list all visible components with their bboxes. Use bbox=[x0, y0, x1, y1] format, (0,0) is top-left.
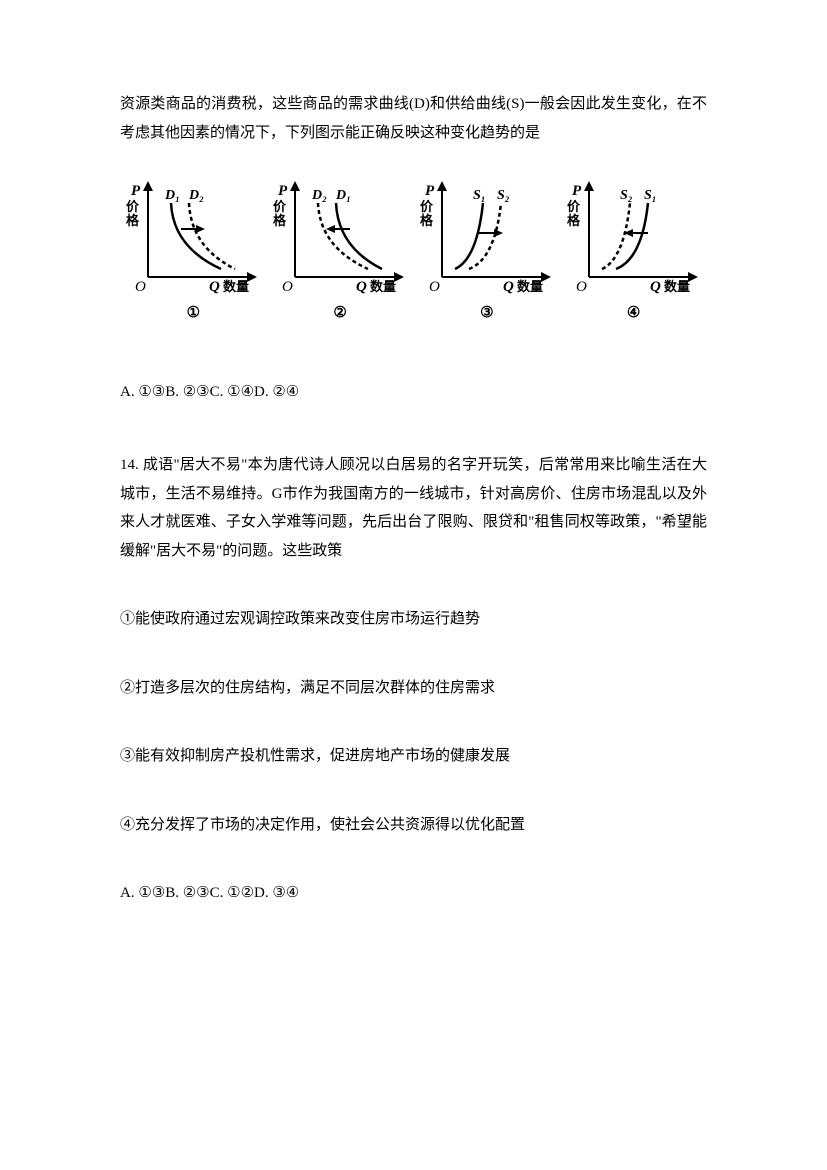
statement-1: ①能使政府通过宏观调控政策来改变住房市场运行趋势 bbox=[120, 605, 707, 634]
chart-number-1: ① bbox=[120, 299, 267, 328]
svg-text:P: P bbox=[572, 183, 582, 199]
curve-label-left: D₁ bbox=[164, 188, 180, 203]
svg-text:格: 格 bbox=[420, 213, 434, 228]
chart-2: P 价 格 O Q 数量 D₂ D₁ ② bbox=[267, 177, 414, 328]
statement-4: ④充分发挥了市场的决定作用，使社会公共资源得以优化配置 bbox=[120, 811, 707, 840]
axis-price-2: 格 bbox=[126, 213, 140, 228]
curve-solid bbox=[171, 203, 221, 269]
svg-text:P: P bbox=[425, 183, 435, 199]
question-14-options: A. ①③B. ②③C. ①②D. ③④ bbox=[120, 879, 707, 908]
axis-price-1: 价 bbox=[126, 199, 140, 214]
svg-text:S₁: S₁ bbox=[473, 188, 486, 203]
axis-p: P bbox=[131, 183, 141, 199]
arrow-right-icon bbox=[494, 229, 503, 237]
axis-qty: 数量 bbox=[223, 279, 249, 294]
svg-text:Q: Q bbox=[650, 279, 661, 295]
question-14: 14. 成语"居大不易"本为唐代诗人顾况以白居易的名字开玩笑，后常常用来比喻生活… bbox=[120, 451, 707, 908]
svg-text:S₁: S₁ bbox=[644, 188, 657, 203]
svg-text:S₂: S₂ bbox=[497, 188, 510, 203]
statement-3: ③能有效抑制房产投机性需求，促进房地产市场的健康发展 bbox=[120, 742, 707, 771]
svg-text:Q: Q bbox=[356, 279, 367, 295]
question-13-options: A. ①③B. ②③C. ①④D. ②④ bbox=[120, 378, 707, 407]
svg-text:Q: Q bbox=[503, 279, 514, 295]
svg-text:S₂: S₂ bbox=[620, 188, 633, 203]
arrow-left-icon bbox=[624, 229, 633, 237]
statement-2: ②打造多层次的住房结构，满足不同层次群体的住房需求 bbox=[120, 674, 707, 703]
svg-text:数量: 数量 bbox=[370, 279, 396, 294]
svg-text:格: 格 bbox=[567, 213, 581, 228]
chart-number-2: ② bbox=[267, 299, 414, 328]
svg-text:O: O bbox=[576, 279, 587, 295]
svg-text:价: 价 bbox=[273, 199, 287, 214]
curve-dashed bbox=[189, 203, 235, 269]
chart-4: P 价 格 O Q 数量 S₂ S₁ ④ bbox=[560, 177, 707, 328]
svg-text:O: O bbox=[429, 279, 440, 295]
svg-text:格: 格 bbox=[273, 213, 287, 228]
svg-text:价: 价 bbox=[420, 199, 434, 214]
axis-origin: O bbox=[135, 279, 146, 295]
charts-row: P 价 格 O Q 数量 D₁ D₂ ① P 价 格 O Q bbox=[120, 177, 707, 328]
svg-text:数量: 数量 bbox=[517, 279, 543, 294]
question-14-text: 14. 成语"居大不易"本为唐代诗人顾况以白居易的名字开玩笑，后常常用来比喻生活… bbox=[120, 451, 707, 565]
svg-text:数量: 数量 bbox=[664, 279, 690, 294]
chart-3: P 价 格 O Q 数量 S₁ S₂ ③ bbox=[414, 177, 561, 328]
chart-number-3: ③ bbox=[414, 299, 561, 328]
arrow-left-icon bbox=[326, 225, 335, 233]
chart-number-4: ④ bbox=[560, 299, 707, 328]
arrow-right-icon bbox=[196, 225, 205, 233]
svg-text:D₂: D₂ bbox=[311, 188, 327, 203]
svg-text:D₁: D₁ bbox=[335, 188, 351, 203]
axis-q: Q bbox=[209, 279, 220, 295]
curve-label-right: D₂ bbox=[188, 188, 204, 203]
svg-text:价: 价 bbox=[567, 199, 581, 214]
svg-text:P: P bbox=[278, 183, 288, 199]
chart-1: P 价 格 O Q 数量 D₁ D₂ ① bbox=[120, 177, 267, 328]
svg-text:O: O bbox=[282, 279, 293, 295]
question-13-continuation: 资源类商品的消费税，这些商品的需求曲线(D)和供给曲线(S)一般会因此发生变化，… bbox=[120, 90, 707, 147]
